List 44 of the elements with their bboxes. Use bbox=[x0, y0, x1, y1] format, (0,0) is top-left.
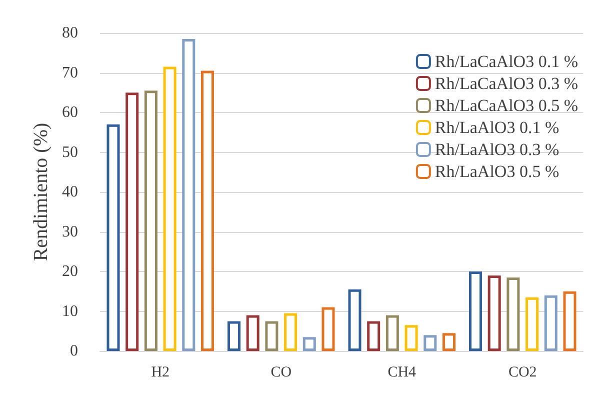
x-tick-label: CO bbox=[270, 364, 292, 380]
legend-label: Rh/LaCaAlO3 0.3 % bbox=[434, 74, 578, 93]
bar bbox=[163, 66, 176, 351]
legend-label: Rh/LaAlO3 0.1 % bbox=[434, 118, 560, 137]
legend-label: Rh/LaAlO3 0.5 % bbox=[434, 162, 560, 181]
bar bbox=[182, 38, 196, 351]
bar bbox=[228, 321, 240, 351]
bar bbox=[348, 289, 362, 351]
y-tick-label: 80 bbox=[62, 24, 78, 42]
bar bbox=[126, 92, 139, 351]
y-axis-title: Rendimiento (%) bbox=[30, 122, 52, 262]
bar bbox=[424, 335, 437, 351]
bar bbox=[302, 337, 316, 351]
bar bbox=[469, 272, 482, 351]
y-tick-label: 60 bbox=[62, 104, 78, 121]
bar bbox=[144, 90, 158, 351]
bar bbox=[284, 313, 298, 351]
bar bbox=[201, 70, 214, 351]
bar bbox=[265, 321, 278, 351]
x-tick-label: CO2 bbox=[508, 364, 537, 380]
bar bbox=[246, 315, 260, 351]
bar bbox=[526, 297, 539, 351]
bar bbox=[544, 295, 558, 351]
x-tick-label: H2 bbox=[151, 364, 170, 380]
bar bbox=[404, 325, 418, 351]
bar bbox=[563, 291, 576, 351]
bar bbox=[506, 277, 520, 351]
bar bbox=[488, 275, 501, 351]
y-tick-label: 0 bbox=[70, 342, 78, 360]
bar bbox=[386, 315, 399, 351]
y-tick-label: 70 bbox=[62, 64, 78, 82]
legend-label: Rh/LaCaAlO3 0.5 % bbox=[434, 96, 578, 115]
bar bbox=[367, 321, 380, 351]
legend-label: Rh/LaCaAlO3 0.1 % bbox=[434, 52, 578, 71]
legend-label: Rh/LaAlO3 0.3 % bbox=[434, 140, 560, 159]
x-tick-label: CH4 bbox=[388, 364, 417, 380]
bar bbox=[106, 124, 120, 351]
y-tick-label: 40 bbox=[62, 184, 78, 200]
bar bbox=[322, 307, 335, 351]
y-tick-label: 50 bbox=[62, 144, 78, 161]
y-tick-label: 20 bbox=[62, 263, 78, 280]
y-tick-label: 10 bbox=[62, 302, 78, 320]
y-tick-label: 30 bbox=[62, 223, 78, 240]
bar bbox=[442, 333, 456, 351]
